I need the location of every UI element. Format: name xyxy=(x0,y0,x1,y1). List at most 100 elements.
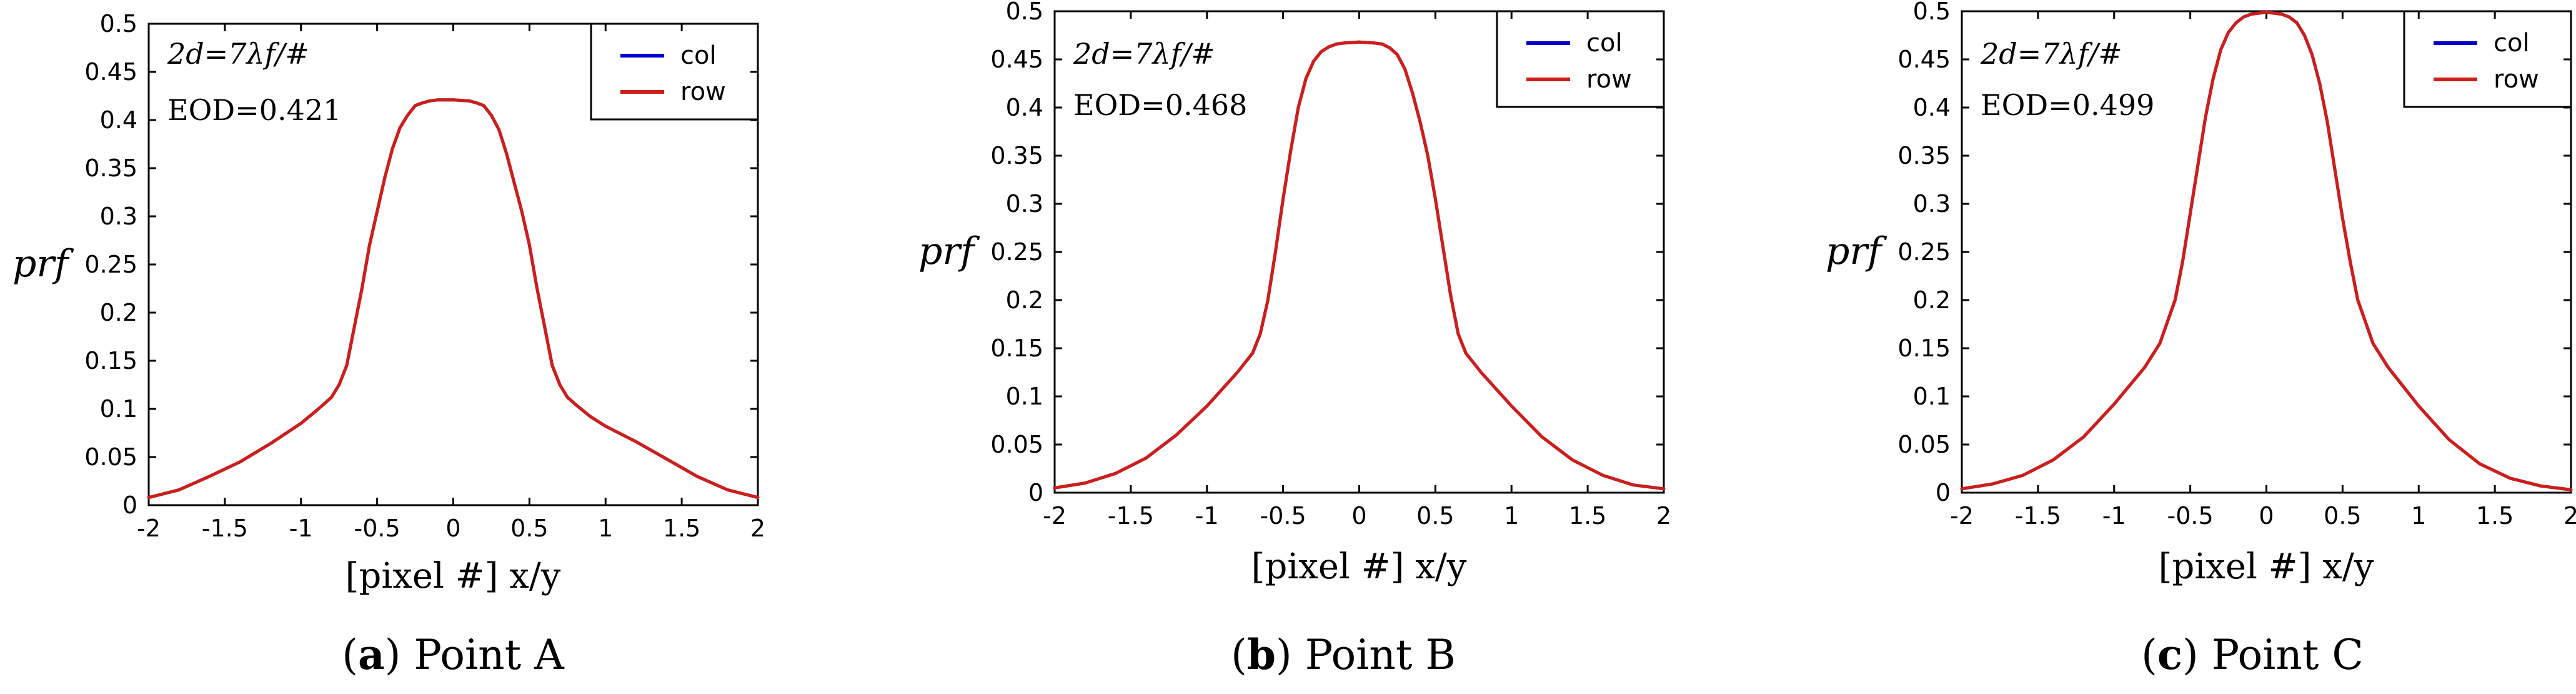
y-tick-label: 0.4 xyxy=(1006,94,1043,121)
x-axis: -2 -1.5 -1 -0.5 0 0.5 1 1.5 2 xyxy=(137,24,765,542)
legend-label-col: col xyxy=(2494,29,2530,58)
y-tick-label: 0.2 xyxy=(1006,286,1043,314)
x-tick-label: -1 xyxy=(2102,502,2126,530)
y-tick-label: 0.35 xyxy=(990,142,1043,169)
x-tick-label: 0.5 xyxy=(510,515,548,542)
y-tick-label: 0.4 xyxy=(1913,94,1951,121)
y-tick-label: 0.05 xyxy=(84,443,137,471)
caption-text: Point B xyxy=(1305,631,1456,679)
chart-panel-b: 00.050.10.150.20.250.30.350.40.450.5 -2-… xyxy=(918,0,1671,679)
annotation-eod: EOD=0.468 xyxy=(1073,88,1247,122)
y-axis-label: prf xyxy=(12,242,74,286)
y-tick-label: 0.4 xyxy=(100,106,137,134)
caption-letter: c xyxy=(2157,630,2182,679)
caption-text: Point A xyxy=(414,631,565,679)
x-tick-label: 0 xyxy=(445,515,460,542)
x-tick-label: -2 xyxy=(137,515,161,542)
legend-box xyxy=(590,23,759,121)
series-line-row xyxy=(147,98,760,500)
y-tick-label: 0.3 xyxy=(1913,190,1951,218)
x-axis: -2 -1.5 -1 -0.5 0 0.5 1 1.5 2 xyxy=(1950,11,2576,530)
y-tick-label: 0.15 xyxy=(84,347,137,375)
caption-point-c: (c) Point C xyxy=(2141,630,2364,679)
x-axis-label: [pixel #] x/y xyxy=(1251,546,1467,587)
series-line-row xyxy=(1053,40,1666,491)
y-tick-label: 0.25 xyxy=(1897,238,1951,266)
series-line-col xyxy=(1960,11,2573,491)
y-tick-label: 0.15 xyxy=(990,334,1043,362)
x-tick-label: -2 xyxy=(1950,502,1974,530)
y-tick-label: 0.45 xyxy=(1897,46,1951,73)
legend: col row xyxy=(590,23,759,121)
y-tick-label: 0 xyxy=(1936,479,1951,506)
x-tick-label: -1.5 xyxy=(1108,502,1154,530)
annotation-formula: 2d=7λf/# xyxy=(1980,37,2122,71)
caption-point-b: (b) Point B xyxy=(1231,630,1456,679)
y-tick-label: 0.05 xyxy=(1897,431,1951,458)
series-lines xyxy=(1053,40,1666,491)
x-tick-label: -1 xyxy=(1195,502,1219,530)
annotation-formula: 2d=7λf/# xyxy=(1073,37,1215,71)
chart-panel-a: 00.050.10.150.20.250.30.350.40.450.5 -2-… xyxy=(12,10,765,679)
y-tick-label: 0.35 xyxy=(84,154,137,182)
annotation-eod: EOD=0.499 xyxy=(1981,88,2154,122)
y-tick-label: 0.45 xyxy=(990,46,1043,73)
x-tick-label: -0.5 xyxy=(1260,502,1306,530)
y-axis-label: prf xyxy=(918,229,980,273)
legend-label-col: col xyxy=(680,41,717,70)
x-tick-label: 2 xyxy=(1656,502,1671,530)
legend-box xyxy=(1496,10,1665,108)
y-tick-label: 0.1 xyxy=(1913,383,1951,410)
x-tick-label: 1 xyxy=(1504,502,1519,530)
x-tick-label: -1.5 xyxy=(2015,502,2061,530)
chart-panel-c: 00.050.10.150.20.250.30.350.40.450.5 -2-… xyxy=(1826,0,2576,679)
y-tick-label: 0 xyxy=(122,491,137,519)
x-axis: -2 -1.5 -1 -0.5 0 0.5 1 1.5 2 xyxy=(1043,11,1671,530)
x-tick-label: -0.5 xyxy=(354,515,400,542)
caption-letter: a xyxy=(358,630,385,679)
y-tick-label: 0.05 xyxy=(990,431,1043,458)
y-tick-label: 0.25 xyxy=(990,238,1043,266)
legend: col row xyxy=(1496,10,1665,108)
x-tick-label: 1 xyxy=(2411,502,2426,530)
y-tick-label: 0.5 xyxy=(100,10,137,38)
y-tick-label: 0.3 xyxy=(1006,190,1043,218)
y-tick-label: 0.1 xyxy=(1006,383,1043,410)
x-tick-label: -2 xyxy=(1043,502,1067,530)
x-tick-label: 0.5 xyxy=(1416,502,1454,530)
y-tick-label: 0.2 xyxy=(100,299,137,326)
caption-letter: b xyxy=(1247,630,1276,679)
legend-label-row: row xyxy=(1586,65,1632,94)
legend-label-col: col xyxy=(1586,29,1623,58)
x-tick-label: 1 xyxy=(598,515,613,542)
x-tick-label: 2 xyxy=(2564,502,2576,530)
legend-box xyxy=(2403,10,2572,108)
plot-frame xyxy=(1961,10,2572,494)
y-axis: 0 0.05 0.1 0.15 0.2 0.25 0.3 0.35 0.4 0.45 0.5 xyxy=(84,10,758,519)
x-tick-label: 1.5 xyxy=(2476,502,2514,530)
y-axis: 0 0.05 0.1 0.15 0.2 0.25 0.3 0.35 0.4 0.45 0.5 xyxy=(1897,0,2571,506)
x-tick-label: 1.5 xyxy=(663,515,700,542)
y-tick-label: 0.45 xyxy=(84,58,137,86)
y-axis-label: prf xyxy=(1826,229,1887,273)
series-line-col xyxy=(147,98,760,500)
x-tick-label: 1.5 xyxy=(1569,502,1606,530)
y-tick-label: 0.5 xyxy=(1913,0,1951,25)
x-tick-label: 0.5 xyxy=(2324,502,2361,530)
y-tick-label: 0.2 xyxy=(1913,286,1951,314)
legend-label-row: row xyxy=(2494,65,2539,94)
x-tick-label: -1.5 xyxy=(202,515,248,542)
annotation-formula: 2d=7λf/# xyxy=(167,37,309,71)
x-tick-label: 2 xyxy=(750,515,765,542)
y-tick-label: 0.3 xyxy=(100,203,137,230)
x-tick-label: -0.5 xyxy=(2167,502,2214,530)
caption-text: Point C xyxy=(2212,631,2364,679)
x-tick-label: 0 xyxy=(2259,502,2274,530)
plot-frame xyxy=(1053,10,1665,494)
caption-point-a: (a) Point A xyxy=(342,630,565,679)
y-tick-label: 0.5 xyxy=(1006,0,1043,25)
y-tick-label: 0.35 xyxy=(1897,142,1951,169)
y-tick-label: 0.15 xyxy=(1897,334,1951,362)
series-lines xyxy=(147,98,760,500)
